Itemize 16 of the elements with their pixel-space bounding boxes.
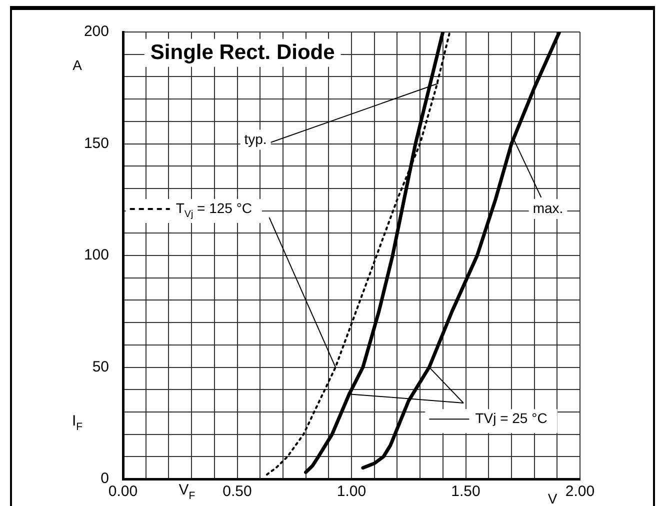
x-tick-label: 0.50 <box>222 483 252 500</box>
annotation: max. <box>532 200 564 216</box>
chart-title: Single Rect. Diode <box>150 40 335 64</box>
annotation: typ. <box>244 130 267 147</box>
x-tick-label: 0.00 <box>108 483 138 500</box>
text: V <box>548 490 558 506</box>
x-tick-label: 1.50 <box>451 483 480 500</box>
legend-label: TVj = 25 °C <box>475 410 548 426</box>
text: A <box>72 56 83 73</box>
y-tick-label: 200 <box>84 23 109 40</box>
y-tick-label: 50 <box>92 358 109 376</box>
y-tick-label: 100 <box>84 246 109 264</box>
x-tick-label: 1.00 <box>336 483 366 500</box>
y-tick-label: 150 <box>84 134 109 152</box>
x-tick-label: 2.00 <box>565 483 595 500</box>
y-tick-label: 0 <box>100 470 109 488</box>
